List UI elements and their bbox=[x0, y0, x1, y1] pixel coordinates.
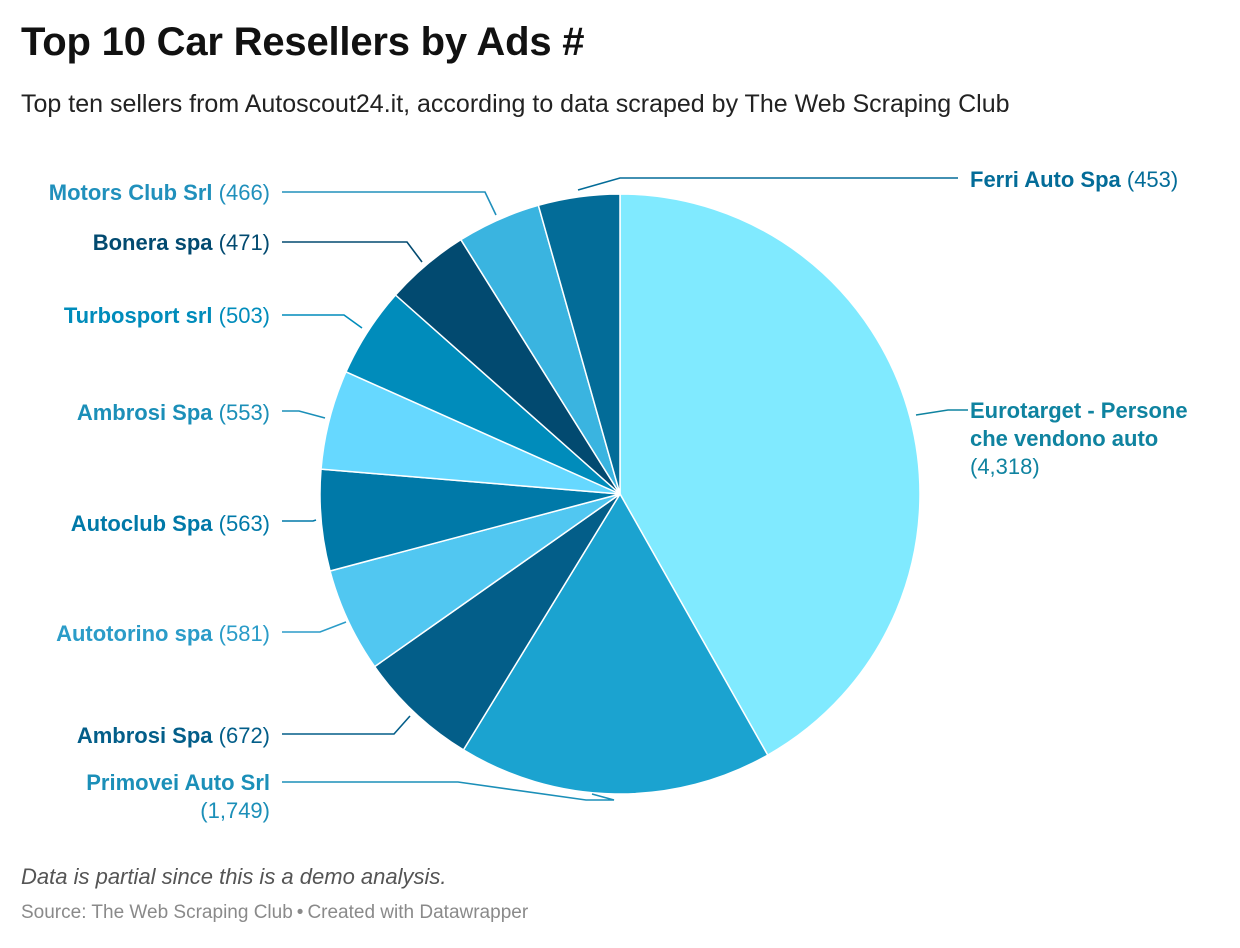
slice-label-value: (581) bbox=[219, 621, 270, 646]
slice-label: Ambrosi Spa (672) bbox=[77, 723, 270, 748]
pie-slice-1[interactable] bbox=[619, 193, 921, 756]
leader-line-10 bbox=[577, 177, 958, 191]
slice-label-name: Ferri Auto Spa bbox=[970, 167, 1127, 192]
slice-label-name: Autotorino spa bbox=[56, 621, 219, 646]
datawrapper-credit[interactable]: Created with Datawrapper bbox=[307, 902, 529, 923]
pie-slices bbox=[319, 193, 921, 795]
slice-label-value: (503) bbox=[219, 303, 270, 328]
footer-separator: • bbox=[296, 902, 304, 923]
slice-label: Turbosport srl (503) bbox=[64, 303, 270, 328]
slice-label: Autotorino spa (581) bbox=[56, 621, 270, 646]
leader-line-5 bbox=[282, 519, 317, 522]
slice-label: Ambrosi Spa (553) bbox=[77, 400, 270, 425]
leader-line-2 bbox=[282, 781, 615, 801]
leader-line-9 bbox=[282, 191, 497, 216]
slice-label-name: Ambrosi Spa bbox=[77, 400, 219, 425]
slice-label-value: (553) bbox=[219, 400, 270, 425]
leader-line-7 bbox=[282, 314, 363, 329]
slice-label-value: (466) bbox=[219, 180, 270, 205]
slice-label-value: (4,318) bbox=[970, 454, 1040, 479]
leader-line-4 bbox=[282, 621, 347, 633]
chart-subtitle: Top ten sellers from Autoscout24.it, acc… bbox=[21, 90, 1010, 118]
leader-line-6 bbox=[282, 410, 326, 419]
pie-slice-3[interactable] bbox=[373, 493, 621, 751]
slice-label-name: che vendono auto bbox=[970, 426, 1158, 451]
slice-label: Ferri Auto Spa (453) bbox=[970, 167, 1178, 192]
slice-label-value: (1,749) bbox=[200, 798, 270, 823]
chart-footer: Source: The Web Scraping Club • Created wi… bbox=[21, 902, 528, 924]
leader-line-1 bbox=[915, 409, 968, 416]
leader-line-3 bbox=[282, 715, 411, 735]
leader-line-8 bbox=[282, 241, 423, 263]
slice-label-value: (672) bbox=[219, 723, 270, 748]
slice-label-name: Turbosport srl bbox=[64, 303, 219, 328]
label-leader-lines bbox=[282, 177, 968, 801]
slice-label-value: (453) bbox=[1127, 167, 1178, 192]
slice-label: Motors Club Srl (466) bbox=[49, 180, 270, 205]
slice-label-name: Autoclub Spa bbox=[71, 511, 219, 536]
slice-label: Bonera spa (471) bbox=[93, 230, 270, 255]
slice-label-name: Primovei Auto Srl bbox=[86, 770, 270, 795]
slice-label-name: Bonera spa bbox=[93, 230, 219, 255]
slice-label-name: Ambrosi Spa bbox=[77, 723, 219, 748]
slice-label: Autoclub Spa (563) bbox=[71, 511, 270, 536]
slice-labels: Eurotarget - Persone che vendono auto (4,3… bbox=[49, 167, 1188, 823]
slice-label-value: (471) bbox=[219, 230, 270, 255]
slice-label-name: Motors Club Srl bbox=[49, 180, 219, 205]
pie-slice-10[interactable] bbox=[537, 193, 621, 495]
chart-title: Top 10 Car Resellers by Ads # bbox=[21, 20, 585, 64]
pie-slice-2[interactable] bbox=[462, 493, 769, 795]
slice-label-name: Eurotarget - Persone bbox=[970, 398, 1188, 423]
source-label: Source: The Web Scraping Club bbox=[21, 902, 293, 923]
slice-label-value: (563) bbox=[219, 511, 270, 536]
chart-notes: Data is partial since this is a demo ana… bbox=[21, 864, 447, 889]
